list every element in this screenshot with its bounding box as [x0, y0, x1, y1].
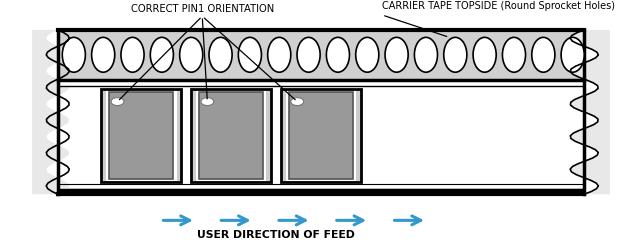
Ellipse shape — [121, 37, 144, 72]
Ellipse shape — [291, 98, 304, 106]
Bar — [286, 91, 356, 181]
Bar — [101, 89, 181, 182]
Ellipse shape — [111, 98, 124, 106]
Text: CORRECT PIN1 ORIENTATION: CORRECT PIN1 ORIENTATION — [130, 4, 274, 14]
Ellipse shape — [92, 37, 115, 72]
Ellipse shape — [385, 37, 408, 72]
Ellipse shape — [268, 37, 291, 72]
Ellipse shape — [326, 37, 349, 72]
Ellipse shape — [532, 37, 555, 72]
Text: CARRIER TAPE TOPSIDE (Round Sprocket Holes): CARRIER TAPE TOPSIDE (Round Sprocket Hol… — [382, 1, 615, 11]
Ellipse shape — [62, 37, 85, 72]
Bar — [109, 92, 173, 179]
Bar — [281, 89, 361, 182]
Text: USER DIRECTION OF FEED: USER DIRECTION OF FEED — [197, 230, 355, 240]
Ellipse shape — [444, 37, 467, 72]
Ellipse shape — [209, 37, 232, 72]
Ellipse shape — [414, 37, 437, 72]
Bar — [289, 92, 353, 179]
Ellipse shape — [238, 37, 261, 72]
Ellipse shape — [503, 37, 526, 72]
Polygon shape — [32, 30, 69, 194]
Ellipse shape — [150, 37, 173, 72]
Bar — [199, 92, 263, 179]
Bar — [191, 89, 271, 182]
Bar — [106, 91, 177, 181]
Ellipse shape — [561, 37, 584, 72]
Bar — [58, 30, 584, 80]
Ellipse shape — [201, 98, 214, 106]
Polygon shape — [570, 30, 610, 194]
Bar — [58, 30, 584, 194]
Ellipse shape — [473, 37, 496, 72]
Bar — [196, 91, 266, 181]
Ellipse shape — [180, 37, 203, 72]
Bar — [58, 80, 584, 86]
Ellipse shape — [297, 37, 320, 72]
Bar — [58, 189, 584, 194]
Bar — [58, 81, 584, 188]
Ellipse shape — [356, 37, 379, 72]
